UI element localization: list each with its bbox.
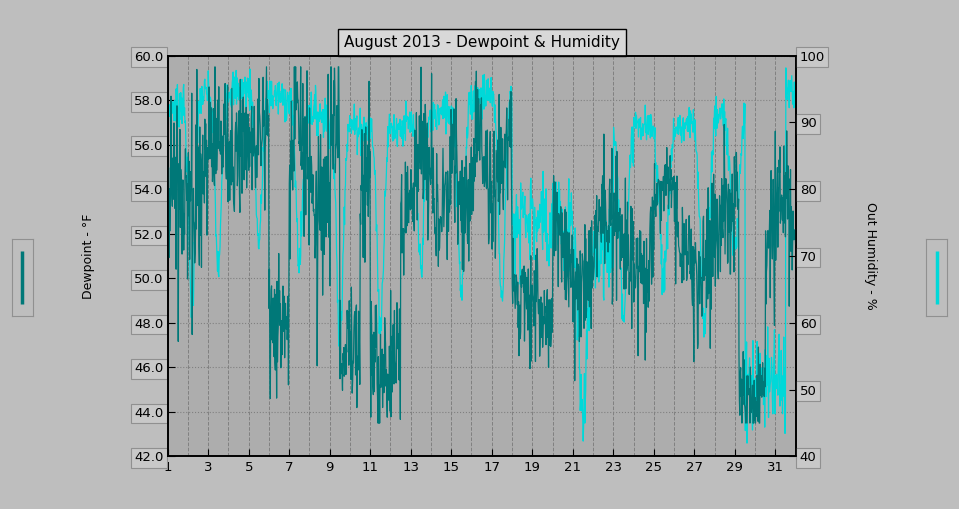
- Y-axis label: Dewpoint - °F: Dewpoint - °F: [82, 213, 95, 299]
- Title: August 2013 - Dewpoint & Humidity: August 2013 - Dewpoint & Humidity: [343, 35, 620, 50]
- Y-axis label: Out Humidity - %: Out Humidity - %: [864, 202, 877, 310]
